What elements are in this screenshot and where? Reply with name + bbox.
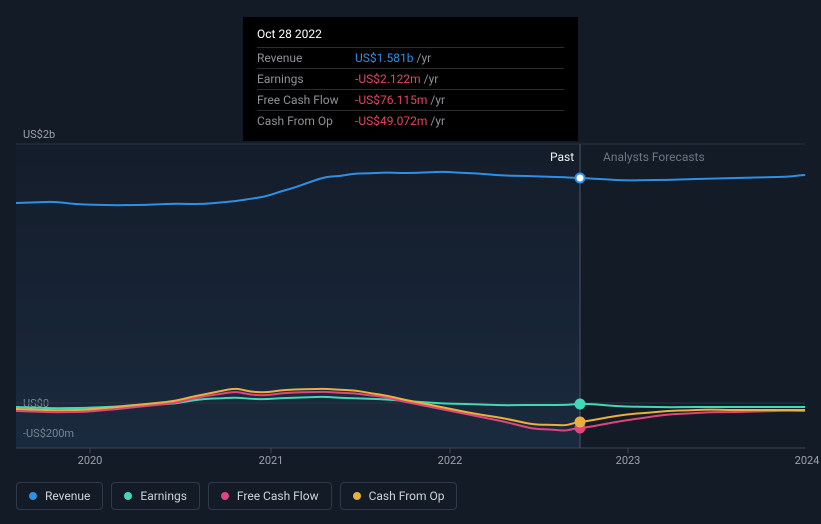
tooltip-label: Earnings: [257, 72, 355, 86]
legend-dot: [29, 492, 37, 500]
legend-label: Earnings: [140, 489, 187, 503]
tooltip-value: -US$2.122m: [355, 72, 421, 86]
legend-label: Cash From Op: [369, 489, 445, 503]
tooltip-date: Oct 28 2022: [257, 27, 564, 47]
tooltip-row: Cash From Op -US$49.072m /yr: [257, 110, 564, 131]
tooltip-suffix: /yr: [424, 72, 439, 86]
x-axis-label: 2020: [78, 454, 103, 467]
legend-label: Revenue: [45, 489, 90, 503]
legend-dot: [124, 492, 132, 500]
legend-dot: [221, 492, 229, 500]
financial-chart[interactable]: [16, 120, 805, 460]
legend-label: Free Cash Flow: [237, 489, 319, 503]
x-axis-label: 2023: [616, 454, 641, 467]
tooltip-label: Revenue: [257, 51, 355, 65]
x-axis-label: 2021: [259, 454, 284, 467]
chart-tooltip: Oct 28 2022 Revenue US$1.581b /yr Earnin…: [243, 17, 578, 141]
x-axis-label: 2022: [438, 454, 463, 467]
tooltip-suffix: /yr: [417, 51, 432, 65]
tooltip-value: US$1.581b: [355, 51, 414, 65]
chart-svg: [16, 120, 805, 460]
tooltip-label: Free Cash Flow: [257, 93, 355, 107]
tooltip-label: Cash From Op: [257, 114, 355, 128]
tooltip-value: -US$49.072m: [355, 114, 427, 128]
legend-item-cash-from-op[interactable]: Cash From Op: [340, 482, 458, 510]
tooltip-suffix: /yr: [430, 93, 445, 107]
x-axis-label: 2024: [795, 454, 820, 467]
tooltip-value: -US$76.115m: [355, 93, 427, 107]
tooltip-suffix: /yr: [430, 114, 445, 128]
legend-item-revenue[interactable]: Revenue: [16, 482, 103, 510]
tooltip-row: Revenue US$1.581b /yr: [257, 47, 564, 68]
chart-legend: Revenue Earnings Free Cash Flow Cash Fro…: [16, 482, 457, 510]
legend-item-earnings[interactable]: Earnings: [111, 482, 200, 510]
tooltip-row: Earnings -US$2.122m /yr: [257, 68, 564, 89]
tooltip-row: Free Cash Flow -US$76.115m /yr: [257, 89, 564, 110]
legend-dot: [353, 492, 361, 500]
legend-item-free-cash-flow[interactable]: Free Cash Flow: [208, 482, 332, 510]
